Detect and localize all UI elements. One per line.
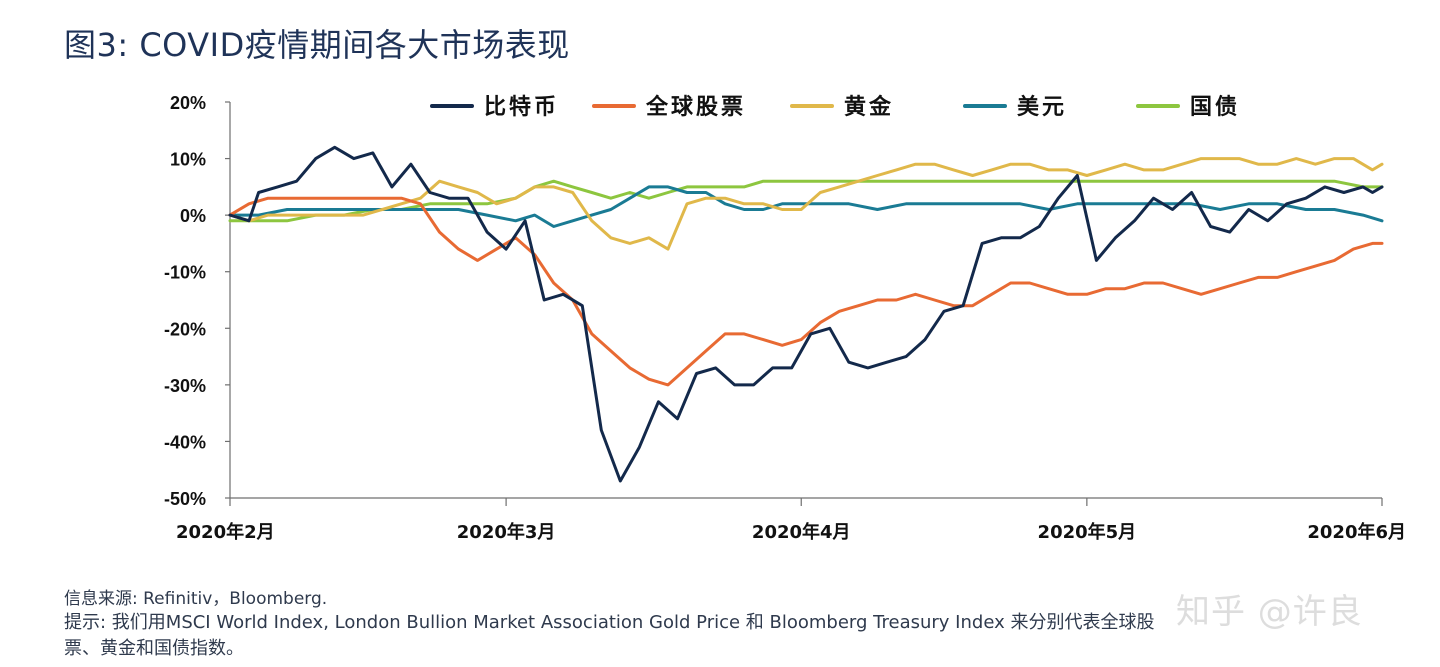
y-tick-label: 20% [170, 93, 206, 113]
series-line-4 [228, 185, 1384, 228]
y-tick-label: 10% [170, 150, 206, 170]
y-tick-label: -10% [164, 263, 206, 283]
chart-axes: 20% 10% 0% -10% -20% -30% -40% -50% 2020年2月 2020年… [164, 93, 1406, 543]
x-tick-label: 2020年3月 [457, 521, 556, 543]
series-line-3 [228, 157, 1384, 251]
y-tick-label: -20% [164, 319, 206, 339]
series-line-1 [228, 145, 1384, 483]
chart-legend: 比特币 全球股票 黄金 美元 国债 [430, 94, 1240, 120]
source-note: 信息来源: Refinitiv，Bloomberg. [64, 589, 328, 609]
chart-title: 图3: COVID疫情期间各大市场表现 [64, 26, 570, 64]
y-tick-label: 0% [180, 206, 206, 226]
legend-label-2: 全球股票 [645, 94, 746, 120]
hint-note-line2: 票、黄金和国债指数。 [64, 638, 244, 659]
y-tick-label: -40% [164, 432, 206, 452]
line-chart: 20% 10% 0% -10% -20% -30% -40% -50% 2020年2月 2020年… [164, 93, 1406, 543]
x-tick-label: 2020年5月 [1038, 521, 1137, 543]
y-tick-label: -50% [164, 489, 206, 509]
legend-label-5: 国债 [1190, 95, 1240, 120]
legend-label-1: 比特币 [484, 94, 559, 120]
x-tick-label: 2020年6月 [1307, 521, 1406, 543]
y-tick-label: -30% [164, 376, 206, 396]
x-tick-label: 2020年2月 [176, 521, 275, 543]
watermark: 知乎 @许良 [1176, 592, 1363, 632]
hint-note-line1: 提示: 我们用MSCI World Index, London Bullion … [64, 612, 1155, 633]
x-tick-label: 2020年4月 [752, 521, 851, 543]
series-line-2 [228, 196, 1384, 387]
legend-label-3: 黄金 [844, 94, 894, 120]
chart-series-lines [228, 145, 1384, 483]
legend-label-4: 美元 [1017, 94, 1067, 120]
series-line-5 [228, 179, 1384, 223]
